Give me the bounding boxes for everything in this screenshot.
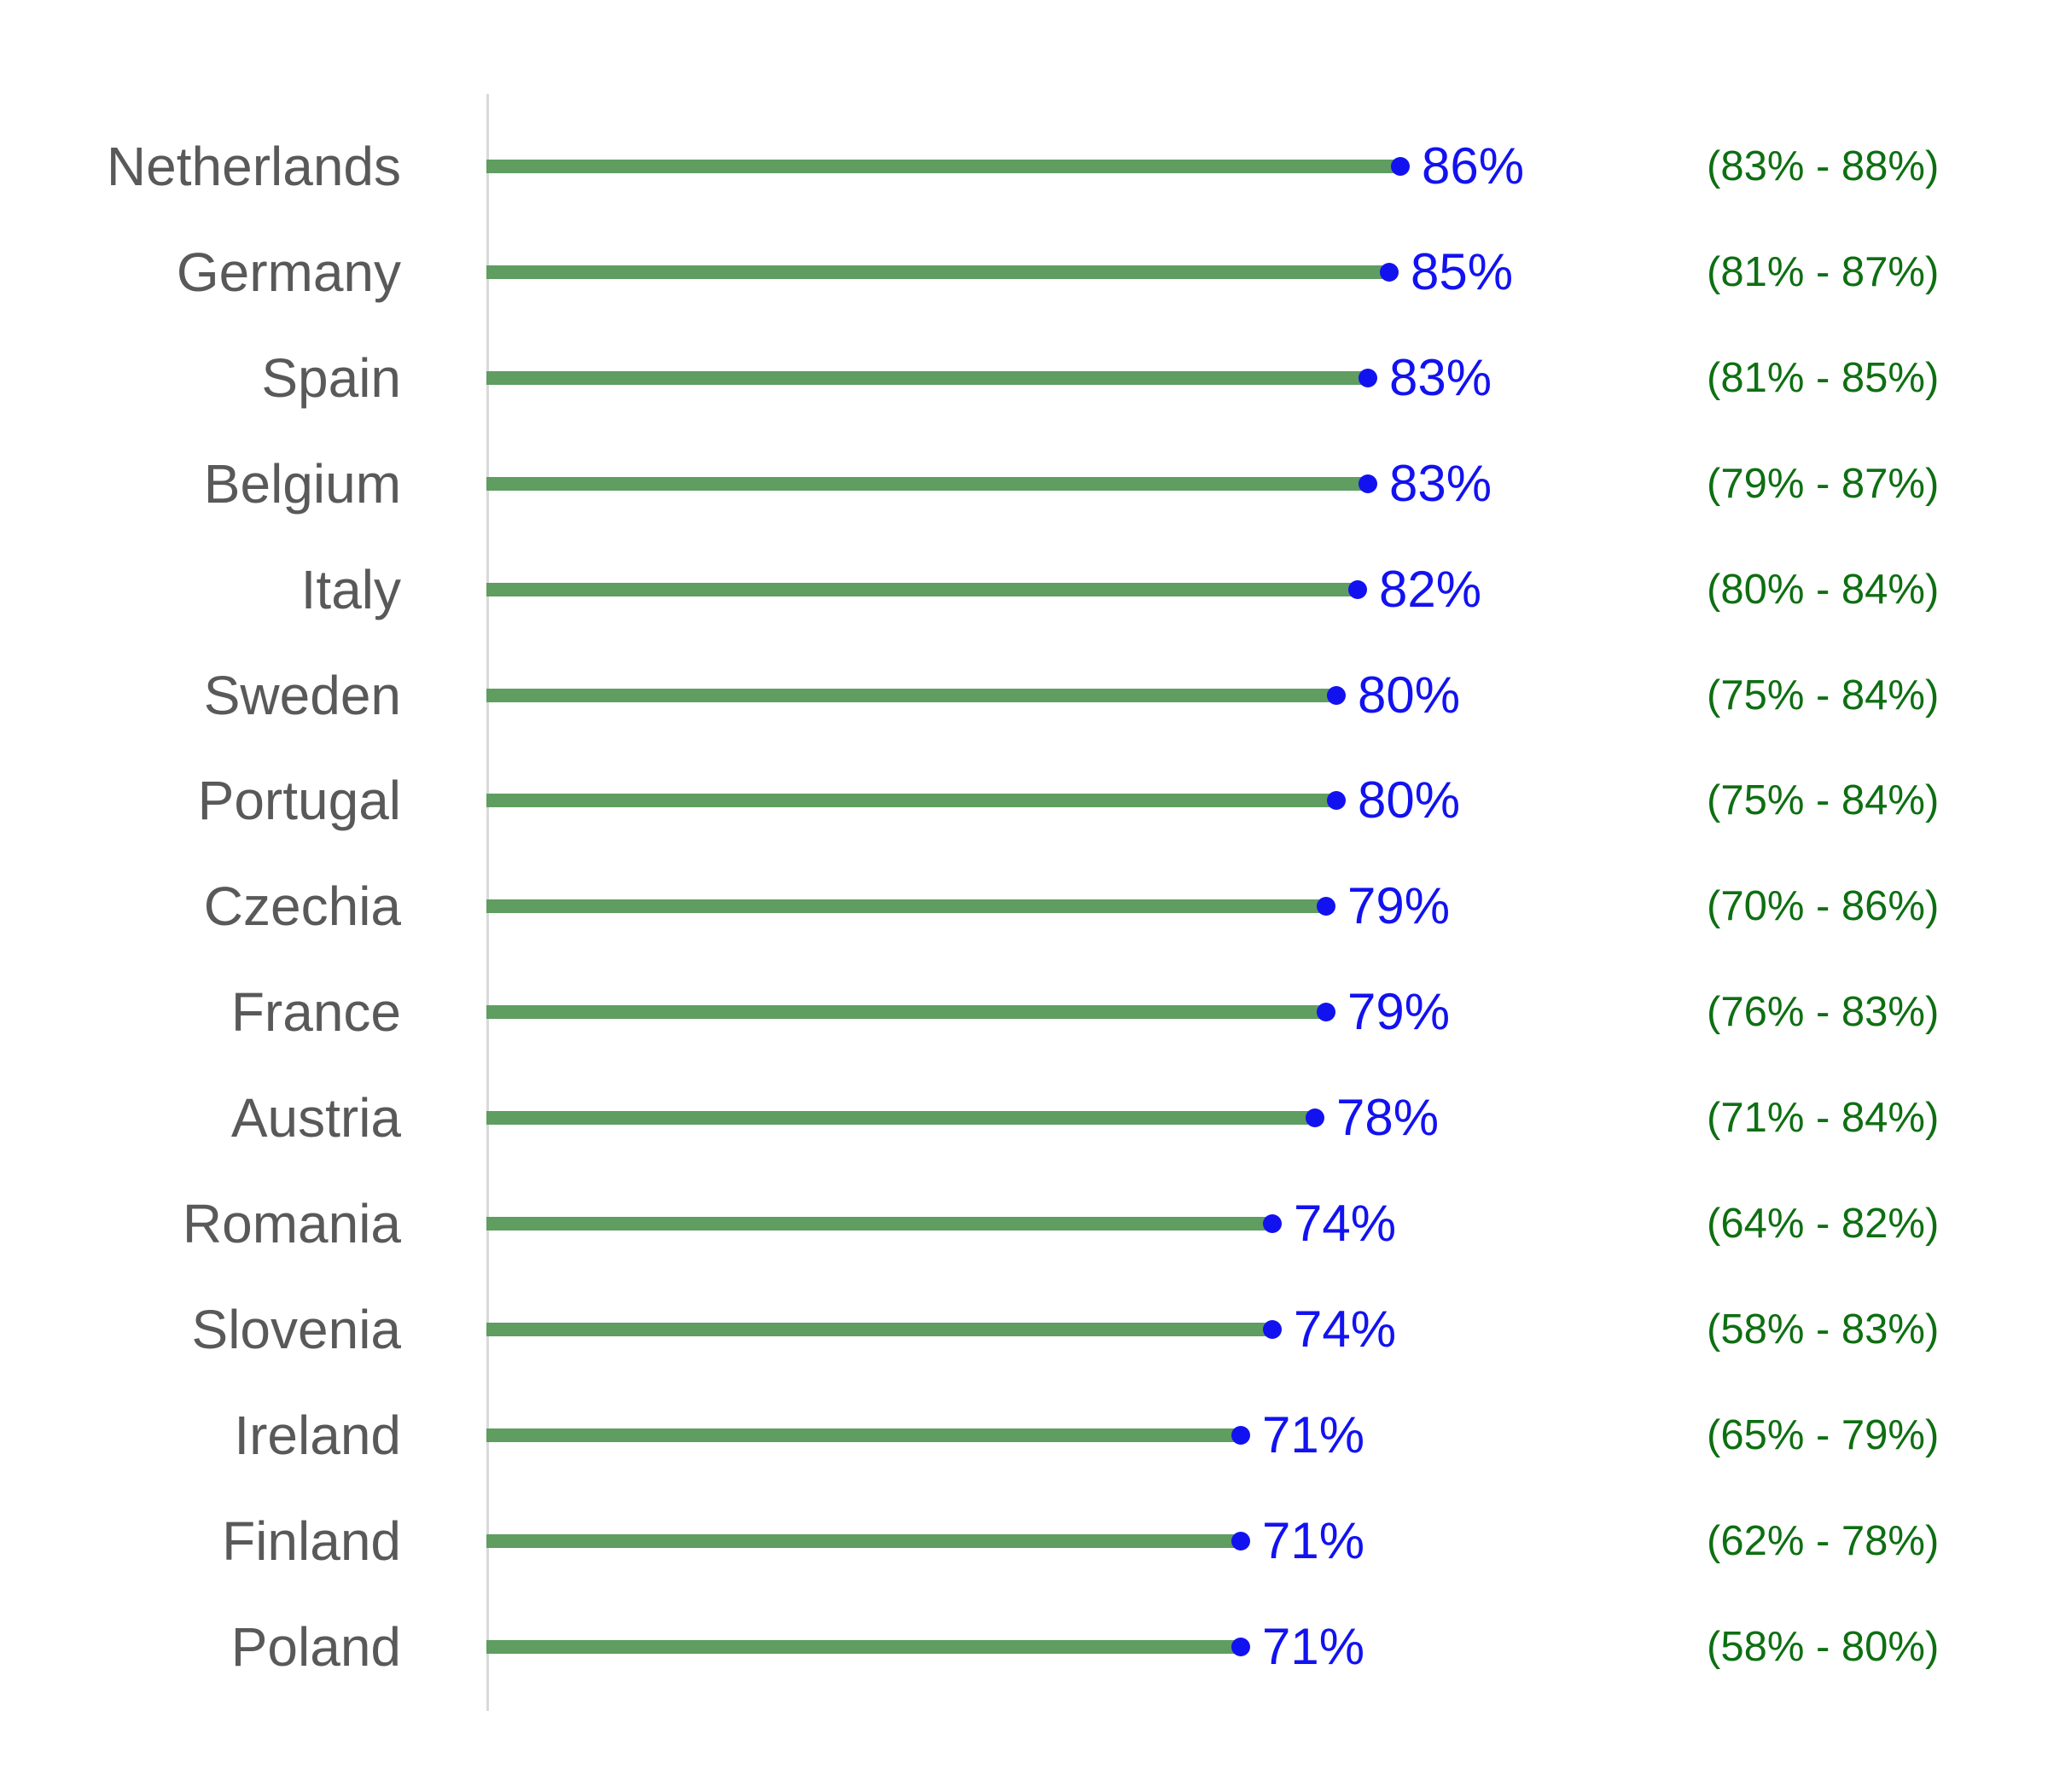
value-bar	[486, 794, 1336, 807]
value-bar	[486, 160, 1400, 173]
chart-row: Italy 82% (80% - 84%)	[0, 537, 2048, 643]
country-label: Portugal	[197, 770, 401, 831]
confidence-interval-label: (76% - 83%)	[1707, 989, 1940, 1035]
value-label: 80%	[1358, 771, 1461, 829]
confidence-interval-label: (70% - 86%)	[1707, 883, 1940, 929]
value-label: 83%	[1389, 455, 1492, 512]
chart-row: Austria 78% (71% - 84%)	[0, 1065, 2048, 1171]
country-label: France	[230, 981, 401, 1043]
confidence-interval-label: (79% - 87%)	[1707, 461, 1940, 507]
chart-row: Belgium 83% (79% - 87%)	[0, 431, 2048, 537]
value-dot	[1348, 580, 1367, 599]
value-dot	[1263, 1214, 1282, 1233]
confidence-interval-label: (62% - 78%)	[1707, 1518, 1940, 1564]
country-label: Slovenia	[191, 1299, 402, 1360]
value-dot	[1380, 263, 1399, 282]
chart-row: Czechia 79% (70% - 86%)	[0, 853, 2048, 959]
chart-row: Germany 85% (81% - 87%)	[0, 219, 2048, 325]
value-dot	[1231, 1532, 1250, 1551]
value-dot	[1317, 897, 1335, 916]
chart-row: Sweden 80% (75% - 84%)	[0, 643, 2048, 748]
confidence-interval-label: (75% - 84%)	[1707, 672, 1940, 719]
confidence-interval-label: (58% - 83%)	[1707, 1306, 1940, 1353]
chart-row: Netherlands 86% (83% - 88%)	[0, 113, 2048, 219]
confidence-interval-label: (81% - 85%)	[1707, 355, 1940, 401]
chart-row: Romania 74% (64% - 82%)	[0, 1171, 2048, 1277]
confidence-interval-label: (83% - 88%)	[1707, 143, 1940, 189]
value-dot	[1231, 1426, 1250, 1445]
country-label: Spain	[261, 347, 401, 409]
country-label: Sweden	[203, 665, 401, 726]
value-label: 82%	[1379, 561, 1482, 618]
country-label: Finland	[222, 1510, 401, 1572]
confidence-interval-label: (58% - 80%)	[1707, 1624, 1940, 1670]
value-label: 71%	[1262, 1406, 1365, 1463]
value-label: 83%	[1389, 349, 1492, 406]
value-label: 74%	[1294, 1300, 1397, 1358]
value-dot	[1359, 474, 1377, 493]
value-dot	[1306, 1108, 1324, 1127]
value-bar	[486, 583, 1358, 596]
chart-row: Finland 71% (62% - 78%)	[0, 1488, 2048, 1594]
value-bar	[486, 477, 1368, 491]
value-dot	[1359, 369, 1377, 387]
country-label: Czechia	[203, 876, 401, 937]
chart-row: France 79% (76% - 83%)	[0, 959, 2048, 1065]
value-bar	[486, 265, 1389, 279]
value-bar	[486, 1217, 1272, 1231]
country-label: Ireland	[234, 1405, 401, 1466]
value-label: 86%	[1422, 137, 1525, 195]
value-label: 80%	[1358, 666, 1461, 724]
value-label: 71%	[1262, 1512, 1365, 1569]
value-label: 78%	[1336, 1089, 1440, 1146]
value-bar	[486, 371, 1368, 385]
value-bar	[486, 689, 1336, 702]
confidence-interval-label: (80% - 84%)	[1707, 567, 1940, 613]
value-bar	[486, 1323, 1272, 1336]
value-dot	[1327, 686, 1346, 705]
value-bar	[486, 1111, 1315, 1125]
country-label: Belgium	[203, 453, 401, 515]
value-bar	[486, 1534, 1241, 1548]
value-label: 85%	[1411, 243, 1514, 300]
value-label: 79%	[1347, 877, 1451, 934]
value-dot	[1327, 791, 1346, 810]
confidence-interval-label: (71% - 84%)	[1707, 1095, 1940, 1141]
value-dot	[1263, 1320, 1282, 1339]
value-label: 71%	[1262, 1618, 1365, 1675]
country-label: Poland	[230, 1616, 401, 1678]
value-bar	[486, 899, 1326, 913]
chart-row: Spain 83% (81% - 85%)	[0, 325, 2048, 431]
confidence-interval-label: (81% - 87%)	[1707, 249, 1940, 295]
value-bar	[486, 1640, 1241, 1654]
value-bar	[486, 1005, 1326, 1019]
confidence-interval-label: (75% - 84%)	[1707, 777, 1940, 823]
confidence-interval-label: (64% - 82%)	[1707, 1201, 1940, 1247]
value-label: 79%	[1347, 983, 1451, 1040]
value-label: 74%	[1294, 1195, 1397, 1252]
chart-row: Portugal 80% (75% - 84%)	[0, 748, 2048, 853]
value-dot	[1231, 1638, 1250, 1656]
chart-row: Ireland 71% (65% - 79%)	[0, 1382, 2048, 1488]
country-label: Romania	[182, 1193, 401, 1254]
country-label: Austria	[230, 1087, 401, 1149]
value-dot	[1317, 1003, 1335, 1021]
value-dot	[1391, 157, 1410, 176]
country-label: Germany	[176, 241, 401, 303]
country-label: Italy	[300, 559, 401, 620]
value-bar	[486, 1428, 1241, 1442]
chart-row: Slovenia 74% (58% - 83%)	[0, 1277, 2048, 1382]
country-label: Netherlands	[106, 136, 401, 197]
confidence-interval-label: (65% - 79%)	[1707, 1412, 1940, 1458]
chart-row: Poland 71% (58% - 80%)	[0, 1594, 2048, 1700]
